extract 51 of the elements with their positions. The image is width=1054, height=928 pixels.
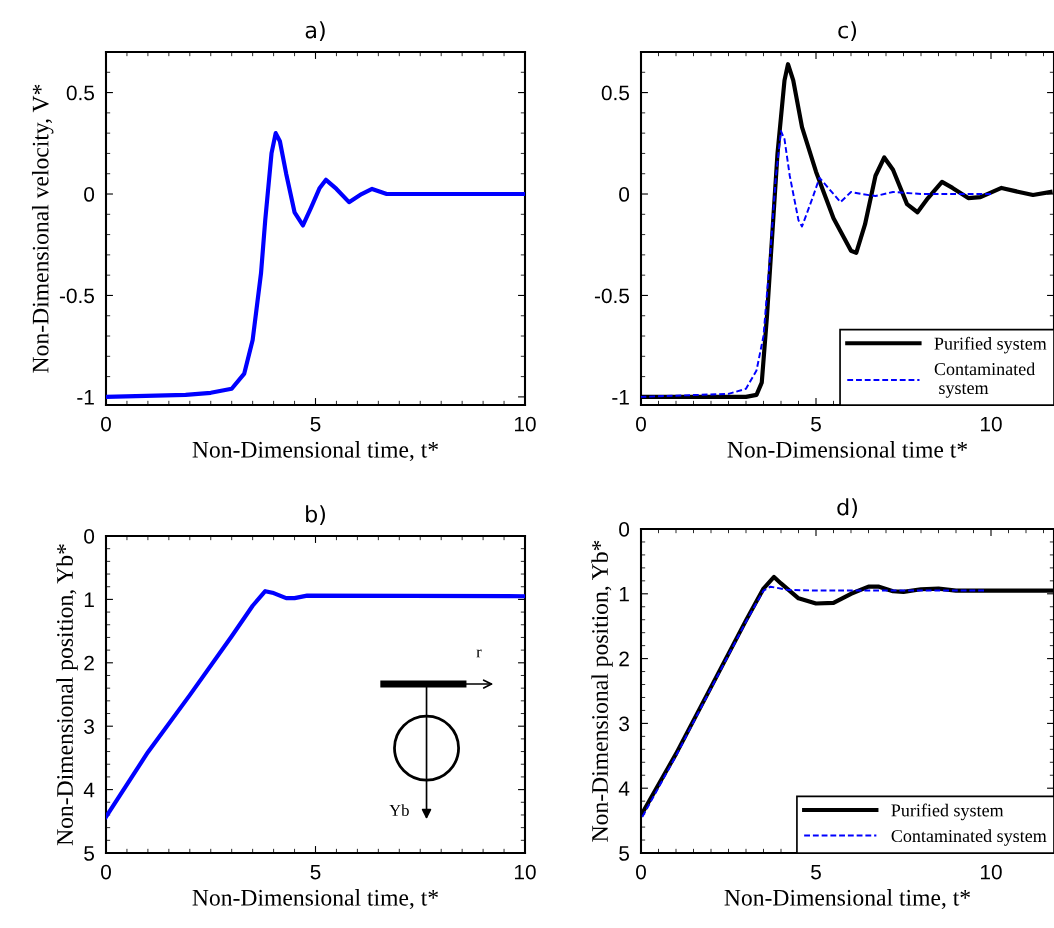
- x-tick-label: 10: [981, 416, 1002, 432]
- y-tick-label: 3: [619, 716, 629, 732]
- x-tick-label: 5: [310, 416, 321, 432]
- y-tick-label: 5: [84, 846, 95, 861]
- y-tick-label: 0: [619, 187, 630, 202]
- x-tick-label: 10: [981, 864, 1002, 880]
- x-axis-title: Non-Dimensional time, t*: [192, 441, 438, 462]
- x-tick-label: 0: [101, 864, 111, 880]
- y-tick-label: 4: [618, 781, 630, 796]
- chart-title: c): [838, 21, 857, 42]
- y-tick-label: -1: [77, 390, 94, 405]
- line-series: [106, 589, 525, 819]
- y-tick-label: 2: [84, 655, 94, 671]
- x-axis-title: Non-Dimensional time, t*: [724, 889, 970, 910]
- chart-title: b): [306, 505, 325, 526]
- annotation: Yb: [389, 804, 409, 816]
- x-tick-label: 5: [811, 864, 821, 880]
- y-tick-label: 0: [84, 529, 95, 544]
- x-tick-label: 0: [636, 864, 646, 880]
- x-axis-title: Non-Dimensional time t*: [727, 441, 968, 458]
- legend-label: Purified system: [891, 803, 1004, 821]
- y-tick-label: 5: [619, 846, 630, 861]
- y-tick-label: 0: [619, 522, 630, 537]
- legend-label: Purified system: [934, 336, 1047, 354]
- legend-label: Contaminated system: [934, 362, 1036, 398]
- x-tick-label: 5: [310, 864, 321, 880]
- y-axis-title: Non-Dimensional velocity, V*: [31, 84, 54, 373]
- chart-title: d): [837, 498, 857, 519]
- y-axis-title: Non-Dimensional position, Yb*: [591, 540, 613, 842]
- y-tick-label: 0.5: [601, 85, 630, 101]
- y-tick-label: 2: [619, 651, 629, 667]
- x-tick-label: 0: [101, 416, 111, 432]
- annotation: r: [476, 649, 482, 658]
- x-axis-title: Non-Dimensional time, t*: [192, 889, 438, 910]
- y-tick-label: -1: [612, 390, 629, 405]
- y-tick-label: 1: [619, 587, 629, 602]
- x-tick-label: 5: [811, 416, 821, 432]
- x-tick-label: 10: [515, 416, 536, 432]
- y-tick-label: 0: [84, 187, 95, 202]
- legend-label: Contaminated system: [891, 829, 1047, 846]
- y-tick-label: 4: [83, 782, 95, 798]
- line-series: [106, 131, 525, 399]
- chart-title: a): [305, 21, 325, 42]
- y-tick-label: -0.5: [59, 288, 95, 304]
- y-tick-label: -0.5: [594, 288, 630, 304]
- y-axis-title: Non-Dimensional position, Yb*: [56, 544, 78, 846]
- y-tick-label: 3: [84, 719, 94, 734]
- x-tick-label: 10: [515, 864, 536, 880]
- y-tick-label: 1: [84, 592, 94, 607]
- y-tick-label: 0.5: [66, 85, 95, 101]
- x-tick-label: 0: [636, 416, 646, 432]
